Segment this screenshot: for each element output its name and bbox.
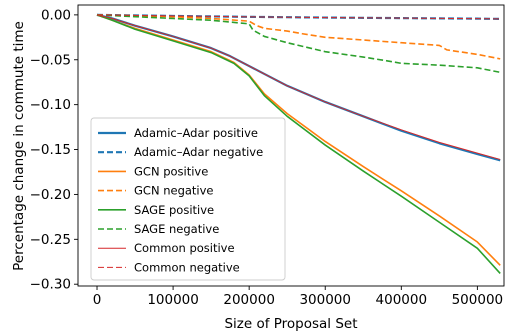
legend: Adamic–Adar positive Adamic–Adar negative…: [90, 117, 286, 281]
legend-label-3: GCN negative: [134, 184, 214, 198]
x-axis-ticks: 0 100000 200000 300000 400000 500000: [93, 286, 503, 308]
y-axis-ticks: 0.00 −0.05 −0.10 −0.15 −0.20 −0.25 −0.30: [30, 7, 78, 293]
y-tick-label: −0.25: [30, 232, 71, 248]
series-line-2: [96, 14, 501, 266]
legend-label-0: Adamic–Adar positive: [134, 126, 258, 140]
series-line-4: [96, 14, 501, 274]
legend-box: [90, 117, 286, 281]
legend-label-5: SAGE negative: [134, 222, 219, 236]
y-tick-label: −0.10: [30, 97, 71, 113]
series-line-3: [97, 14, 501, 60]
series-line-6: [96, 14, 501, 160]
y-axis-label: Percentage change in commute time: [11, 21, 27, 271]
legend-label-2: GCN positive: [134, 164, 208, 178]
series-line-7: [97, 14, 501, 20]
x-tick-label: 200000: [223, 292, 275, 308]
x-tick-label: 500000: [452, 292, 504, 308]
series-lines: [96, 13, 501, 274]
x-axis-label: Size of Proposal Set: [224, 316, 357, 331]
x-tick-label: 0: [93, 292, 102, 308]
y-tick-label: −0.15: [30, 142, 71, 158]
legend-label-4: SAGE positive: [134, 203, 214, 217]
y-tick-label: 0.00: [41, 7, 71, 23]
legend-label-6: Common positive: [134, 241, 235, 255]
x-tick-label: 400000: [376, 292, 428, 308]
y-tick-label: −0.05: [30, 52, 71, 68]
x-tick-label: 300000: [299, 292, 351, 308]
y-tick-label: −0.30: [30, 277, 71, 293]
x-tick-label: 100000: [147, 292, 199, 308]
legend-label-7: Common negative: [134, 260, 240, 274]
series-line-5: [96, 14, 501, 74]
y-tick-label: −0.20: [30, 187, 71, 203]
legend-label-1: Adamic–Adar negative: [134, 145, 263, 159]
